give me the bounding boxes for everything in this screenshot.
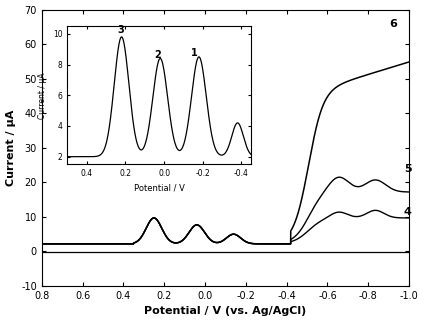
Text: 6: 6 xyxy=(390,19,398,29)
Text: 5: 5 xyxy=(404,164,412,174)
Text: 4: 4 xyxy=(404,207,412,217)
Y-axis label: Current / μA: Current / μA xyxy=(6,109,16,186)
X-axis label: Potential / V (vs. Ag/AgCl): Potential / V (vs. Ag/AgCl) xyxy=(144,307,307,317)
